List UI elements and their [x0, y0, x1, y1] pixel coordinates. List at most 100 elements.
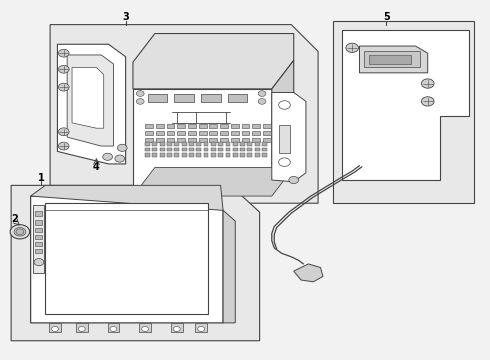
Circle shape: [16, 229, 24, 235]
Bar: [231, 138, 239, 143]
Bar: [34, 220, 42, 225]
Bar: [242, 138, 249, 143]
Bar: [262, 153, 267, 157]
Bar: [209, 123, 217, 128]
Bar: [167, 138, 174, 143]
Bar: [196, 143, 201, 146]
Polygon shape: [50, 24, 318, 203]
Circle shape: [115, 155, 124, 162]
Polygon shape: [108, 323, 119, 332]
Circle shape: [110, 327, 117, 332]
Bar: [147, 94, 167, 102]
Bar: [228, 94, 247, 102]
Bar: [34, 249, 42, 253]
Bar: [211, 148, 216, 152]
Circle shape: [289, 176, 298, 184]
Circle shape: [142, 327, 148, 332]
Polygon shape: [133, 89, 272, 194]
Bar: [279, 125, 290, 153]
Text: 1: 1: [38, 173, 45, 183]
Circle shape: [58, 49, 69, 57]
Bar: [196, 153, 201, 157]
Circle shape: [117, 144, 127, 152]
Bar: [247, 148, 252, 152]
Bar: [240, 143, 245, 146]
Bar: [263, 138, 271, 143]
Bar: [199, 131, 206, 135]
Bar: [45, 203, 208, 314]
Circle shape: [10, 225, 30, 239]
Bar: [182, 143, 187, 146]
Bar: [182, 153, 187, 157]
Polygon shape: [171, 323, 183, 332]
Bar: [240, 153, 245, 157]
Bar: [160, 148, 165, 152]
Bar: [225, 143, 230, 146]
Bar: [233, 148, 238, 152]
Bar: [242, 131, 249, 135]
Bar: [365, 51, 420, 67]
Circle shape: [103, 153, 113, 160]
Bar: [156, 138, 164, 143]
Bar: [34, 235, 42, 239]
Circle shape: [421, 79, 434, 88]
Bar: [145, 138, 153, 143]
Bar: [199, 138, 206, 143]
Polygon shape: [133, 33, 294, 89]
Bar: [174, 143, 179, 146]
Bar: [231, 131, 239, 135]
Polygon shape: [11, 185, 260, 341]
Polygon shape: [133, 167, 294, 196]
Bar: [156, 131, 164, 135]
Polygon shape: [360, 46, 428, 73]
Bar: [218, 153, 223, 157]
Bar: [152, 148, 157, 152]
Polygon shape: [76, 323, 88, 332]
Circle shape: [58, 65, 69, 73]
Bar: [160, 153, 165, 157]
Bar: [211, 153, 216, 157]
Bar: [167, 148, 172, 152]
Text: 5: 5: [383, 13, 390, 22]
Polygon shape: [223, 210, 235, 323]
Circle shape: [258, 99, 266, 104]
Circle shape: [14, 228, 26, 236]
Bar: [34, 211, 42, 216]
Bar: [145, 143, 150, 146]
Circle shape: [78, 327, 85, 332]
Polygon shape: [139, 323, 151, 332]
Bar: [263, 123, 271, 128]
Bar: [188, 131, 196, 135]
Bar: [240, 148, 245, 152]
Bar: [188, 138, 196, 143]
Bar: [167, 143, 172, 146]
Bar: [174, 94, 194, 102]
Bar: [242, 123, 249, 128]
Bar: [189, 153, 194, 157]
Polygon shape: [343, 30, 469, 180]
Bar: [145, 148, 150, 152]
Circle shape: [279, 158, 290, 166]
Bar: [263, 131, 271, 135]
Polygon shape: [72, 67, 104, 128]
Polygon shape: [196, 323, 207, 332]
Polygon shape: [30, 196, 223, 323]
Bar: [196, 148, 201, 152]
Bar: [209, 138, 217, 143]
Bar: [211, 143, 216, 146]
Bar: [252, 131, 260, 135]
Polygon shape: [49, 323, 61, 332]
Bar: [209, 131, 217, 135]
Bar: [152, 143, 157, 146]
Bar: [262, 143, 267, 146]
Bar: [188, 123, 196, 128]
Polygon shape: [294, 264, 323, 282]
Bar: [145, 131, 153, 135]
Bar: [203, 148, 208, 152]
Bar: [247, 153, 252, 157]
Bar: [218, 143, 223, 146]
Polygon shape: [272, 93, 306, 182]
Bar: [255, 143, 260, 146]
Bar: [189, 148, 194, 152]
Circle shape: [421, 97, 434, 106]
